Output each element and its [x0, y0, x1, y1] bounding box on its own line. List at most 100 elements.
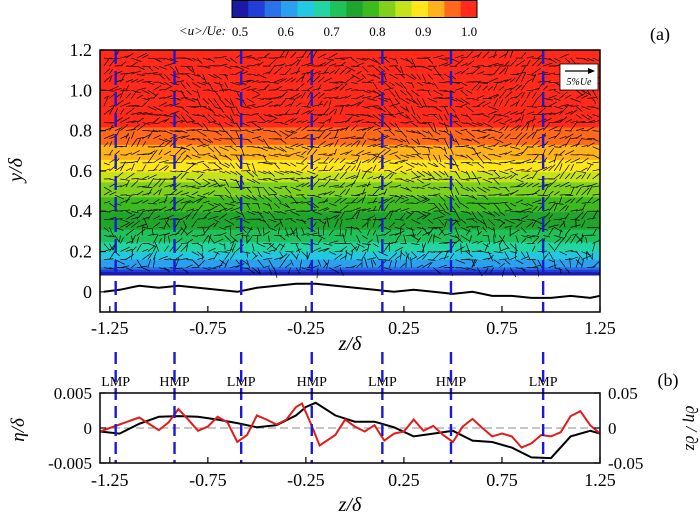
- vector-arrow: [147, 208, 158, 212]
- vector-arrow: [592, 198, 600, 204]
- vector-arrow: [433, 130, 441, 135]
- vector-arrow: [252, 202, 259, 205]
- field-band: [100, 154, 600, 159]
- vector-arrow: [230, 146, 237, 152]
- vector-arrow: [411, 235, 420, 241]
- vector-arrow: [427, 186, 435, 190]
- vector-arrow: [224, 57, 231, 62]
- vector-arrow: [383, 181, 393, 188]
- vector-arrow: [389, 241, 398, 244]
- vector-arrow: [531, 245, 536, 252]
- field-band: [100, 214, 600, 219]
- vector-arrow: [389, 151, 399, 156]
- vector-arrow: [575, 174, 582, 180]
- vector-arrow: [586, 90, 592, 96]
- vector-arrow: [219, 170, 226, 174]
- vector-arrow: [438, 62, 449, 67]
- vector-arrow: [208, 146, 215, 153]
- vector-arrow: [422, 137, 430, 140]
- vector-arrow: [153, 116, 161, 123]
- vector-arrow: [158, 57, 166, 60]
- vector-arrow: [257, 161, 269, 164]
- vector-arrow: [416, 106, 424, 109]
- vector-arrow: [499, 210, 506, 217]
- field-band: [100, 142, 600, 146]
- vector-arrow: [153, 234, 159, 244]
- vector-arrow: [433, 210, 444, 212]
- vector-arrow: [361, 57, 369, 60]
- vector-arrow: [175, 98, 182, 101]
- vector-arrow: [164, 114, 173, 118]
- vector-arrow: [191, 235, 198, 237]
- series-deta-dz: [100, 402, 600, 449]
- vector-arrow: [246, 79, 255, 83]
- vector-arrow: [570, 234, 577, 244]
- colorbar-swatch: [428, 0, 445, 18]
- vector-arrow: [460, 62, 468, 67]
- vector-arrow: [334, 57, 345, 60]
- vector-arrow: [103, 58, 110, 67]
- vector-arrow: [405, 81, 413, 84]
- vector-arrow: [158, 65, 167, 70]
- vector-arrow: [241, 85, 251, 91]
- vector-arrow: [454, 138, 460, 146]
- vector-arrow: [312, 158, 321, 164]
- vector-arrow: [120, 178, 129, 181]
- vector-arrow: [466, 194, 476, 199]
- vector-arrow: [219, 146, 229, 151]
- vector-arrow: [213, 264, 223, 268]
- vector-arrow: [334, 253, 343, 260]
- vector-arrow: [532, 57, 542, 60]
- vector-arrow: [142, 186, 153, 189]
- vector-arrow: [230, 215, 241, 220]
- vector-arrow: [416, 138, 421, 145]
- vector-arrow: [427, 228, 434, 236]
- vector-arrow: [279, 99, 287, 107]
- vector-arrow: [372, 127, 382, 131]
- vector-arrow: [328, 108, 336, 115]
- vector-arrow: [328, 191, 335, 196]
- vector-arrow: [246, 88, 257, 91]
- field-band: [100, 249, 600, 254]
- vector-arrow: [562, 220, 566, 228]
- vector-arrow: [263, 114, 273, 118]
- vector-arrow: [493, 178, 500, 185]
- dashed-markers-a: [114, 50, 545, 312]
- vector-arrow: [118, 235, 121, 243]
- vector-arrow: [230, 207, 241, 212]
- vector-arrow: [499, 258, 508, 260]
- vector-arrow: [230, 201, 237, 204]
- vector-arrow: [131, 61, 138, 67]
- vector-arrow: [400, 198, 410, 204]
- vector-arrow: [581, 203, 586, 212]
- vector-arrow: [521, 207, 532, 212]
- vector-arrow: [482, 51, 490, 59]
- vector-arrow: [235, 90, 240, 97]
- vector-arrow: [323, 191, 332, 196]
- vector-arrow: [213, 250, 219, 260]
- vector-arrow: [438, 241, 449, 244]
- vector-arrow: [153, 65, 160, 70]
- vector-arrow: [361, 170, 372, 173]
- vector-arrow: [202, 138, 212, 144]
- field-band: [100, 139, 600, 144]
- vector-arrow: [295, 227, 299, 238]
- vector-arrow: [422, 243, 425, 252]
- vector-arrow: [306, 147, 313, 156]
- vector-arrow: [164, 95, 173, 99]
- vector-arrow: [372, 73, 380, 79]
- field-band: [100, 172, 600, 176]
- vector-arrow: [131, 249, 134, 260]
- vector-arrow: [125, 104, 137, 107]
- vector-arrow: [559, 104, 569, 107]
- vector-arrow: [520, 108, 526, 115]
- vector-arrow: [164, 73, 171, 81]
- vector-arrow: [224, 122, 233, 127]
- vector-arrow: [504, 202, 512, 210]
- vector-arrow: [142, 192, 152, 196]
- vector-arrow: [438, 229, 444, 236]
- vector-arrow: [147, 81, 155, 85]
- vector-arrow: [339, 104, 350, 107]
- vector-arrow: [586, 196, 594, 204]
- vector-arrow: [460, 186, 469, 192]
